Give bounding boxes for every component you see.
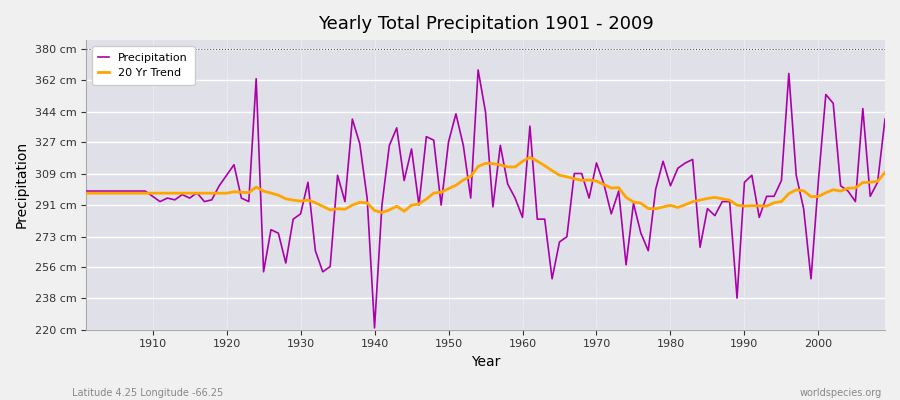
20 Yr Trend <box>532 159 543 164</box>
20 Yr Trend <box>621 195 632 200</box>
Text: worldspecies.org: worldspecies.org <box>800 388 882 398</box>
Line: Precipitation: Precipitation <box>86 70 885 328</box>
20 Yr Trend <box>518 159 528 164</box>
Text: Latitude 4.25 Longitude -66.25: Latitude 4.25 Longitude -66.25 <box>72 388 223 398</box>
Precipitation <box>525 124 535 128</box>
20 Yr Trend <box>302 198 313 202</box>
Precipitation <box>472 68 483 72</box>
20 Yr Trend <box>879 170 890 175</box>
Title: Yearly Total Precipitation 1901 - 2009: Yearly Total Precipitation 1901 - 2009 <box>318 15 653 33</box>
20 Yr Trend <box>347 203 358 208</box>
Precipitation <box>621 262 632 267</box>
X-axis label: Year: Year <box>471 355 500 369</box>
Precipitation <box>879 117 890 122</box>
20 Yr Trend <box>81 191 92 196</box>
Precipitation <box>347 117 358 122</box>
Precipitation <box>140 189 150 194</box>
20 Yr Trend <box>376 210 387 215</box>
Legend: Precipitation, 20 Yr Trend: Precipitation, 20 Yr Trend <box>92 46 194 85</box>
Precipitation <box>302 180 313 185</box>
Precipitation <box>369 326 380 330</box>
20 Yr Trend <box>525 155 535 160</box>
Precipitation <box>81 189 92 194</box>
Line: 20 Yr Trend: 20 Yr Trend <box>86 158 885 212</box>
Precipitation <box>532 217 543 222</box>
Y-axis label: Precipitation: Precipitation <box>15 141 29 228</box>
20 Yr Trend <box>140 191 150 196</box>
